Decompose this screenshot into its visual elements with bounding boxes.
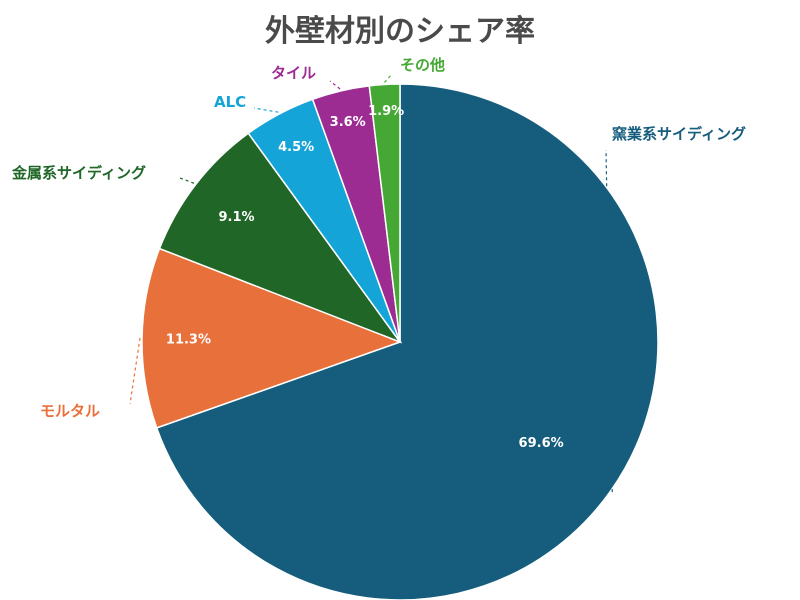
category-label-4: ALC (214, 93, 246, 111)
category-label-1: 窯業系サイディング (612, 125, 746, 143)
leader-line-2 (129, 337, 141, 405)
slice-value-label-4: 4.5% (278, 140, 314, 155)
slice-value-label-2: 11.3% (166, 333, 211, 348)
category-label-5: タイル (271, 64, 316, 82)
leader-line-6 (384, 73, 393, 83)
pie-slice-3 (158, 132, 403, 344)
slice-value-label-3: 9.1% (218, 210, 254, 225)
category-label-2: モルタル (40, 402, 100, 420)
chart-title: 外壁材別のシェア率 (265, 14, 535, 49)
pie-slice-2 (141, 247, 403, 429)
category-label-3: 金属系サイディング (11, 164, 146, 182)
category-label-6: その他 (400, 56, 445, 74)
slice-value-label-6: 1.9% (368, 104, 404, 119)
pie-slice-1 (155, 83, 659, 600)
leader-line-3 (179, 177, 195, 184)
slice-value-label-5: 3.6% (330, 115, 366, 130)
leader-line-5 (329, 80, 341, 90)
slice-value-label-1: 69.6% (519, 436, 564, 451)
pie-slice-6 (368, 83, 401, 343)
leader-line-4 (253, 107, 279, 113)
